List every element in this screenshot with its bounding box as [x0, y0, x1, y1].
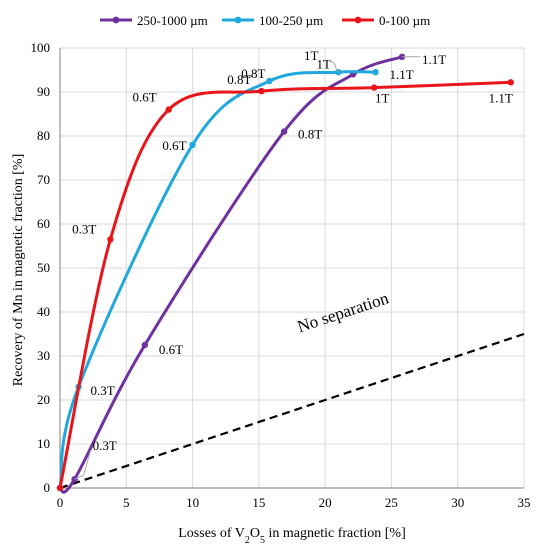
legend-label: 0-100 µm: [379, 13, 430, 28]
no-separation-reference: No separation: [59, 288, 525, 490]
data-point: [507, 79, 514, 86]
point-label: 1T: [317, 56, 332, 71]
y-tick-label: 0: [44, 480, 51, 495]
x-tick-label: 25: [385, 495, 398, 510]
y-tick-label: 40: [37, 304, 50, 319]
point-label: 0.6T: [159, 342, 183, 357]
data-point: [189, 141, 196, 148]
x-axis-title-part: Losses of V: [178, 526, 245, 541]
point-label: 0.3T: [91, 383, 115, 398]
x-axis-title-part: O: [250, 526, 260, 541]
point-label: 1T: [304, 48, 319, 63]
tick-labels: 0 10 20 30 40 50 60 70 80 90 100 0 5 10 15 20 25 30 35: [31, 40, 531, 510]
point-label: 0.6T: [133, 90, 157, 105]
x-tick-label: 0: [57, 495, 64, 510]
point-label: 1.1T: [422, 52, 446, 67]
y-tick-label: 10: [37, 436, 50, 451]
y-tick-label: 80: [37, 128, 50, 143]
x-axis-title-part: in magnetic fraction [%]: [265, 526, 406, 541]
data-point: [280, 128, 288, 135]
y-tick-label: 50: [37, 260, 50, 275]
x-tick-label: 5: [123, 495, 130, 510]
point-label: 0.8T: [298, 127, 322, 142]
legend-label: 250-1000 µm: [137, 13, 208, 28]
axes: [59, 48, 524, 489]
data-point: [266, 77, 273, 85]
data-point: [107, 236, 114, 243]
x-axis-title-part: 5: [260, 535, 265, 546]
series-line-0-100: [58, 80, 513, 490]
point-label: 1T: [375, 91, 390, 106]
point-label: 1.1T: [489, 90, 513, 105]
y-axis-title: Recovery of Mn in magnetic fraction [%]: [11, 154, 26, 386]
y-tick-label: 70: [37, 172, 50, 187]
point-label: 0.3T: [93, 438, 117, 453]
y-tick-label: 20: [37, 392, 50, 407]
series-250-1000: [56, 53, 406, 494]
y-tick-label: 60: [37, 216, 50, 231]
series-group: [56, 53, 514, 494]
legend-label: 100-250 µm: [259, 13, 323, 28]
legend-item-100-250: 100-250 µm: [222, 13, 323, 28]
point-label: 0.8T: [241, 66, 265, 81]
point-label: 0.6T: [162, 138, 186, 153]
legend-marker: [354, 16, 362, 24]
x-tick-label: 20: [319, 495, 332, 510]
no-separation-line: [59, 332, 525, 490]
legend-marker: [112, 16, 120, 24]
data-point: [56, 484, 64, 492]
gridlines: [60, 47, 525, 488]
y-tick-label: 30: [37, 348, 50, 363]
x-tick-label: 35: [518, 495, 531, 510]
x-axis-title-part: 2: [245, 535, 250, 546]
data-point: [165, 106, 172, 113]
series-line-250-1000: [58, 55, 404, 494]
series-100-250: [56, 69, 379, 492]
y-tick-label: 100: [31, 40, 51, 55]
point-label: 1.1T: [390, 67, 414, 82]
data-point: [141, 341, 149, 349]
label-leader-line: [74, 450, 92, 480]
legend-item-0-100: 0-100 µm: [342, 13, 430, 28]
data-point: [372, 69, 379, 76]
x-tick-label: 10: [186, 495, 199, 510]
legend: 250-1000 µm 100-250 µm 0-100 µm: [100, 13, 430, 28]
y-tick-label: 90: [37, 84, 50, 99]
x-tick-label: 30: [451, 495, 464, 510]
x-tick-label: 15: [252, 495, 265, 510]
data-point: [398, 53, 406, 60]
label-leader-line: [328, 59, 339, 73]
data-point: [370, 84, 378, 91]
point-label: 0.3T: [72, 221, 96, 236]
data-point: [258, 87, 265, 95]
x-axis-title: Losses of V2O5 in magnetic fraction [%]: [178, 526, 405, 546]
series-line-100-250: [58, 70, 378, 490]
legend-item-250-1000: 250-1000 µm: [100, 13, 208, 28]
series-0-100: [56, 79, 514, 492]
legend-marker: [234, 16, 242, 24]
point-label: 0.8T: [227, 72, 251, 87]
